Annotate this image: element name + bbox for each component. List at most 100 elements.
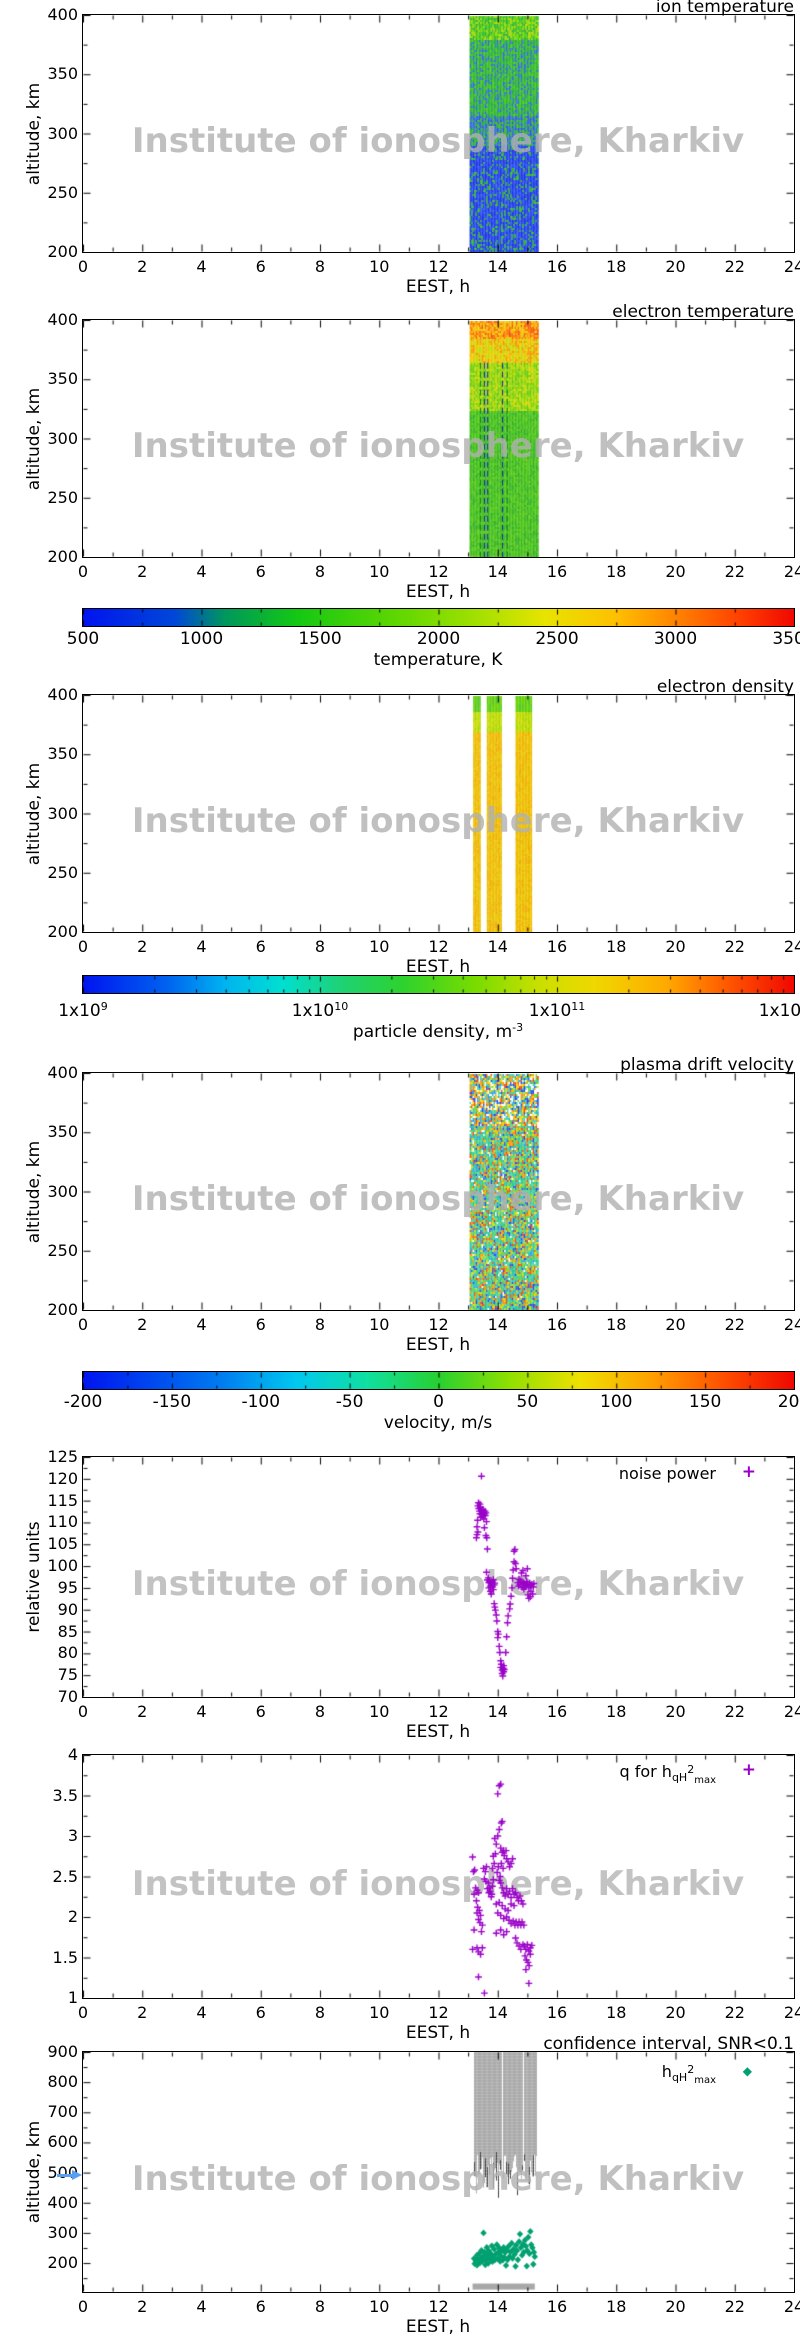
x-tick-label: 2 [137, 562, 148, 581]
colorbar-tick-label: 1x1012 [759, 998, 800, 1020]
x-tick-label: 22 [724, 562, 745, 581]
y-tick-label: 400 [47, 2192, 78, 2212]
x-tick-label: 20 [665, 257, 686, 276]
x-tick-label: 16 [546, 2003, 568, 2022]
x-tick-label: 12 [428, 1315, 449, 1334]
colorbar-tick-label: 2500 [535, 629, 579, 649]
colorbar-tick-label: 2000 [416, 629, 461, 649]
colorbar-tick-label: 1500 [298, 629, 342, 649]
colorbar-unit-exponent: -3 [512, 1021, 524, 1034]
colorbar-tick-label: 1x109 [58, 998, 108, 1020]
x-tick-label: 2 [137, 2297, 148, 2316]
x-tick-label: 24 [783, 2003, 800, 2022]
x-tick-label: 2 [137, 937, 148, 956]
x-tick-label: 12 [428, 937, 449, 956]
x-tick-label: 0 [77, 562, 89, 581]
x-tick-label: 14 [487, 937, 508, 956]
y-tick-label: 400 [47, 310, 78, 329]
x-tick-label: 24 [783, 1702, 800, 1721]
x-tick-label: 16 [546, 1702, 568, 1721]
x-tick-label: 24 [783, 257, 800, 276]
panel-title-confidence-interval-snr-0-1: confidence interval, SNR<0.1 [543, 2034, 794, 2054]
x-tick-label: 8 [314, 2003, 326, 2022]
y-tick-label: 250 [47, 1240, 78, 1260]
y-tick-label: 400 [47, 5, 78, 24]
x-tick-label: 22 [724, 1315, 745, 1334]
plasma-drift-velocity-plot-canvas [83, 1073, 794, 1310]
plot-box-ion-temperature [82, 14, 795, 253]
x-tick-label: 16 [546, 257, 568, 276]
x-tick-label: 4 [196, 937, 207, 956]
y-tick-label: 300 [47, 428, 78, 448]
y-tick-label: 125 [47, 1447, 78, 1466]
x-tick-label: 4 [196, 2297, 207, 2316]
colorbar-tick-label: -150 [152, 1392, 192, 1412]
y-tick-label: 95 [57, 1577, 78, 1597]
panel-title-electron-density: electron density [656, 677, 794, 697]
y-tick-label: 100 [47, 1556, 78, 1576]
x-tick-label: 20 [665, 1315, 686, 1334]
y-tick-label: 110 [47, 1512, 78, 1532]
colorbar-tick-label: 100 [600, 1392, 633, 1412]
colorbar-tick-base: 1x10 [528, 1001, 572, 1021]
x-tick-label: 18 [606, 257, 627, 276]
particle-density-m-colorbar-canvas [83, 976, 794, 993]
colorbar-tick-label: 0 [433, 1392, 444, 1412]
x-tick-label: 6 [255, 937, 266, 956]
colorbar-tick-label: 1000 [179, 629, 224, 649]
y-tick-label: 105 [47, 1534, 78, 1554]
x-tick-label: 16 [546, 1315, 568, 1334]
x-axis-title: EEST, h [405, 277, 471, 297]
y-tick-label: 90 [57, 1599, 78, 1619]
x-tick-label: 12 [428, 562, 449, 581]
y-tick-label: 300 [47, 123, 78, 143]
colorbar-box-particle-density-m [82, 975, 795, 994]
x-tick-label: 10 [369, 2297, 390, 2316]
x-tick-label: 16 [546, 937, 568, 956]
colorbar-tick-label: 1x1011 [529, 998, 586, 1020]
colorbar-unit-label: velocity, m/s [383, 1413, 493, 1433]
y-tick-label: 350 [47, 64, 78, 84]
y-tick-label: 900 [47, 2042, 78, 2061]
y-tick-label: 700 [47, 2102, 78, 2122]
plot-box-noise-power [82, 1456, 795, 1698]
colorbar-tick-label: 1x1010 [292, 998, 349, 1020]
colorbar-unit-label: temperature, K [373, 650, 503, 670]
colorbar-tick-label: -200 [63, 1392, 103, 1412]
x-tick-label: 18 [606, 1702, 627, 1721]
x-tick-label: 14 [487, 257, 508, 276]
x-tick-label: 22 [724, 2297, 745, 2316]
y-tick-label: 1.5 [52, 1947, 78, 1967]
x-tick-label: 4 [196, 1702, 207, 1721]
x-tick-label: 12 [428, 2297, 449, 2316]
x-tick-label: 22 [724, 257, 745, 276]
y-tick-label: 75 [57, 1665, 78, 1685]
x-tick-label: 14 [487, 2297, 508, 2316]
x-tick-label: 8 [314, 1315, 326, 1334]
plot-box-electron-density [82, 694, 795, 933]
colorbar-tick-label: -50 [335, 1392, 364, 1412]
x-tick-label: 12 [428, 257, 449, 276]
x-tick-label: 14 [487, 2003, 508, 2022]
y-tick-label: 2 [67, 1907, 78, 1926]
x-tick-label: 6 [255, 562, 266, 581]
x-axis-title: EEST, h [405, 957, 471, 977]
colorbar-tick-label: -100 [241, 1392, 281, 1412]
x-tick-label: 10 [369, 937, 390, 956]
x-tick-label: 2 [137, 257, 148, 276]
y-tick-label: 800 [47, 2072, 78, 2092]
x-tick-label: 12 [428, 1702, 449, 1721]
colorbar-tick-label: 150 [688, 1392, 722, 1412]
x-tick-label: 18 [606, 2297, 627, 2316]
x-tick-label: 4 [196, 1315, 207, 1334]
y-tick-label: 300 [47, 803, 78, 823]
x-tick-label: 14 [487, 1315, 508, 1334]
x-tick-label: 22 [724, 937, 745, 956]
panel-title-ion-temperature: ion temperature [655, 0, 794, 17]
plot-box-plasma-drift-velocity [82, 1072, 795, 1311]
x-tick-label: 14 [487, 562, 508, 581]
y-tick-label: 250 [47, 487, 78, 507]
x-tick-label: 16 [546, 562, 568, 581]
y-tick-label: 250 [47, 862, 78, 882]
x-tick-label: 22 [724, 1702, 745, 1721]
